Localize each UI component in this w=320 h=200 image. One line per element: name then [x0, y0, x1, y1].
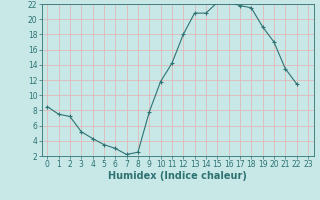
- X-axis label: Humidex (Indice chaleur): Humidex (Indice chaleur): [108, 171, 247, 181]
